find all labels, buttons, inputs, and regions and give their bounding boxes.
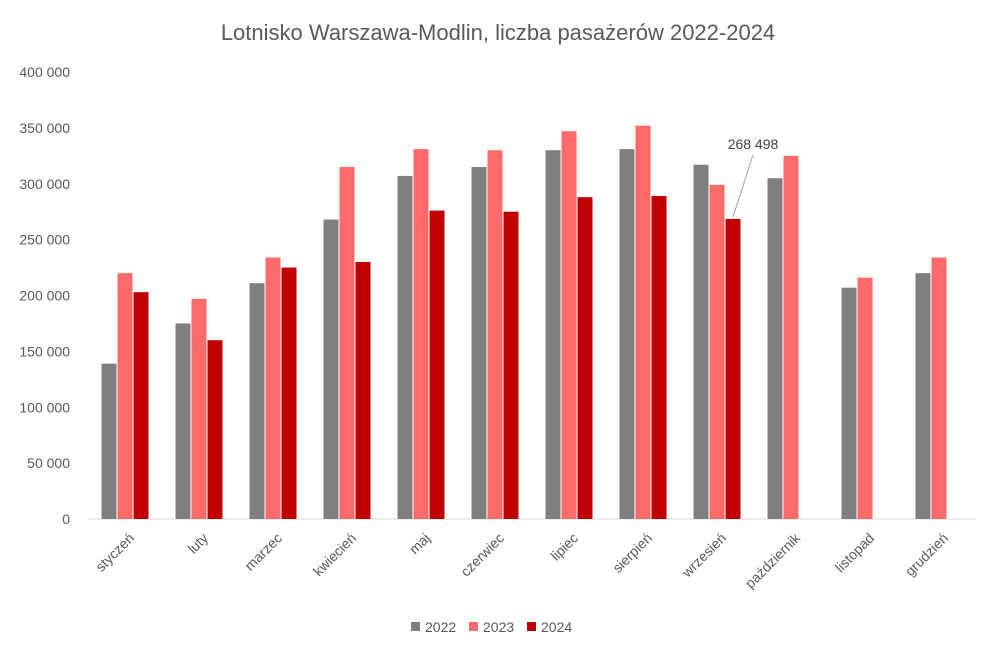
bar-2022-1: [101, 363, 117, 519]
bar-2022-2: [175, 323, 191, 519]
bar-2024-6: [503, 211, 519, 519]
x-tick-label: marzec: [241, 530, 285, 574]
x-tick-label: grudzień: [902, 530, 951, 579]
bar-2023-9: [709, 184, 725, 519]
bar-2022-12: [915, 273, 931, 519]
bar-2023-5: [413, 149, 429, 520]
bar-2024-3: [281, 267, 297, 519]
bar-2022-5: [397, 175, 413, 520]
bar-2024-5: [429, 210, 445, 519]
bar-2023-7: [561, 131, 577, 520]
bar-2024-2: [207, 340, 223, 519]
x-tick-label: luty: [184, 530, 211, 557]
bar-2022-6: [471, 166, 487, 520]
x-tick-label: październik: [742, 529, 804, 591]
bar-2023-8: [635, 125, 651, 519]
y-tick-label: 150 000: [19, 343, 70, 359]
x-tick-label: czerwiec: [457, 530, 507, 580]
legend-swatch-2022: [411, 622, 420, 631]
y-tick-label: 400 000: [19, 64, 70, 80]
bar-2022-4: [323, 219, 339, 519]
bar-2023-11: [857, 277, 873, 519]
bar-2024-7: [577, 197, 593, 519]
annotation-label: 268 498: [728, 136, 779, 152]
bar-2023-6: [487, 150, 503, 519]
legend-label-2024: 2024: [541, 619, 572, 635]
bar-2022-9: [693, 164, 709, 519]
bar-2022-11: [841, 287, 857, 519]
annotation-leader-line: [732, 154, 754, 218]
y-tick-label: 50 000: [27, 455, 70, 471]
bar-2023-10: [783, 155, 799, 519]
legend: 2022 2023 2024: [411, 619, 572, 635]
bar-2023-12: [931, 257, 947, 519]
x-tick-label: kwiecień: [310, 530, 359, 579]
bar-2022-10: [767, 178, 783, 519]
bar-2023-3: [265, 257, 281, 519]
bar-2022-8: [619, 149, 635, 520]
legend-swatch-2023: [469, 622, 478, 631]
legend-swatch-2024: [527, 622, 536, 631]
x-tick-label: sierpień: [609, 530, 655, 576]
annotations: 268 498: [728, 136, 779, 218]
x-tick-label: wrzesień: [678, 530, 729, 581]
x-axis-ticks: styczeń luty marzec kwiecień maj czerwiec lipi…: [92, 529, 951, 591]
x-tick-label: lipiec: [547, 530, 581, 564]
bar-2022-3: [249, 283, 265, 519]
bar-2024-1: [133, 292, 149, 519]
x-tick-label: maj: [406, 530, 433, 557]
legend-label-2023: 2023: [483, 619, 514, 635]
x-tick-label: listopad: [832, 530, 877, 575]
y-tick-label: 200 000: [19, 288, 70, 304]
y-tick-label: 100 000: [19, 399, 70, 415]
legend-label-2022: 2022: [425, 619, 456, 635]
bar-2023-1: [117, 273, 133, 519]
bar-2024-4: [355, 261, 371, 519]
x-tick-label: styczeń: [92, 530, 137, 575]
y-tick-label: 250 000: [19, 232, 70, 248]
bar-2023-4: [339, 166, 355, 520]
bar-2023-2: [191, 298, 207, 519]
bars: [101, 125, 947, 520]
y-axis-ticks: 0 50 000 100 000 150 000 200 000 250 000 300 0…: [19, 64, 70, 527]
y-tick-label: 300 000: [19, 176, 70, 192]
y-tick-label: 0: [62, 511, 70, 527]
y-tick-label: 350 000: [19, 120, 70, 136]
bar-2024-9: [725, 218, 741, 519]
bar-2024-8: [651, 196, 667, 520]
chart-title: Lotnisko Warszawa-Modlin, liczba pasażer…: [221, 20, 775, 45]
bar-2022-7: [545, 150, 561, 519]
